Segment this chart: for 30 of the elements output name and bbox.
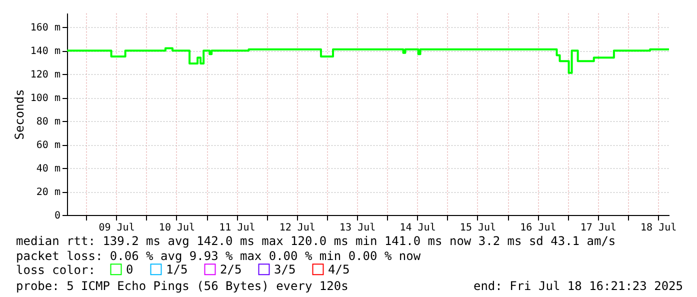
x-tick-label: 18 Jul bbox=[640, 222, 677, 234]
y-tick-label: 160 m bbox=[30, 22, 60, 34]
y-tick-label: 20 m bbox=[36, 187, 60, 198]
legend-label: 1/5 bbox=[166, 262, 188, 276]
legend-label: 0 bbox=[126, 262, 134, 276]
legend-title: loss color: bbox=[16, 263, 96, 277]
x-tick-label: 10 Jul bbox=[158, 222, 196, 234]
y-tick-label: 60 m bbox=[36, 140, 60, 152]
y-tick-label: 40 m bbox=[36, 164, 60, 175]
y-tick-label: 100 m bbox=[30, 93, 60, 104]
x-tick-label: 09 Jul bbox=[98, 222, 135, 234]
text: packet loss: 0.06 % avg 9.93 % max 0.00 % min 0.00 % now bbox=[16, 249, 422, 263]
y-tick-label: 80 m bbox=[36, 116, 60, 128]
x-tick-label: 15 Jul bbox=[460, 222, 496, 234]
text: probe: 5 ICMP Echo Pings (56 Bytes) every 120s bbox=[16, 279, 348, 293]
x-tick-label: 12 Jul bbox=[279, 222, 316, 234]
x-tick-label: 14 Jul bbox=[400, 222, 436, 234]
text: median rtt: 139.2 ms avg 142.0 ms max 120.0 ms min 141.0 ms now 3.2 ms sd 43.1 am/s bbox=[16, 234, 616, 248]
x-tick-label: 16 Jul bbox=[520, 222, 556, 234]
y-tick-label: 0 bbox=[54, 210, 60, 222]
x-tick-label: 17 Jul bbox=[580, 222, 616, 234]
y-tick-label: 140 m bbox=[30, 46, 60, 58]
text: end: Fri Jul 18 16:21:23 2025 bbox=[473, 279, 683, 293]
x-tick-label: 13 Jul bbox=[340, 222, 376, 234]
legend-label: 4/5 bbox=[328, 262, 350, 276]
legend-label: 2/5 bbox=[220, 262, 242, 276]
legend-label: 3/5 bbox=[274, 262, 296, 276]
x-tick-label: 11 Jul bbox=[219, 222, 256, 234]
y-axis-title: Seconds bbox=[12, 89, 26, 140]
y-tick-label: 120 m bbox=[30, 70, 60, 81]
